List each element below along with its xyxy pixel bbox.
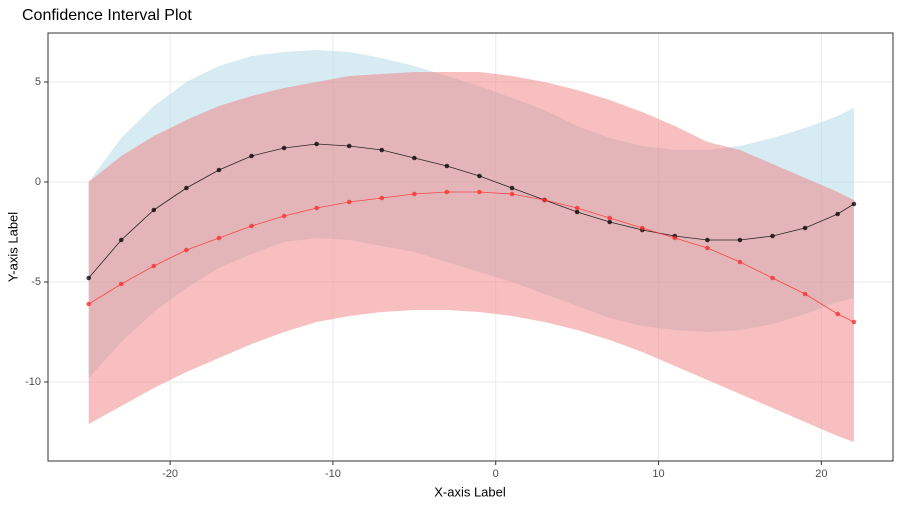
point — [379, 195, 385, 201]
x-tick-label: -20 — [162, 468, 178, 480]
y-tick-label: -10 — [25, 376, 41, 388]
confidence-band — [88, 72, 854, 442]
point — [509, 185, 515, 191]
point — [851, 201, 857, 207]
x-axis-label: X-axis Label — [434, 484, 506, 499]
point — [444, 189, 450, 195]
point — [802, 225, 808, 231]
point — [607, 215, 613, 221]
point — [672, 235, 678, 241]
point — [477, 173, 482, 179]
y-tick-label: 5 — [35, 76, 41, 88]
point — [574, 205, 580, 211]
x-tick-label: 0 — [493, 468, 499, 480]
point — [607, 219, 613, 225]
point — [851, 319, 857, 325]
point — [151, 207, 157, 213]
y-tick-label: 0 — [35, 176, 41, 188]
point — [379, 147, 385, 153]
point — [346, 143, 352, 149]
point — [705, 245, 710, 251]
point — [835, 311, 840, 317]
point — [477, 189, 482, 195]
plot-border — [47, 32, 894, 462]
point — [86, 275, 92, 281]
point — [281, 213, 287, 219]
point — [184, 247, 189, 253]
point — [314, 205, 319, 211]
x-tick-label: 10 — [652, 468, 664, 480]
point — [86, 301, 92, 307]
point — [249, 223, 254, 229]
point — [346, 199, 352, 205]
point — [802, 291, 808, 297]
x-tick-label: 20 — [815, 468, 827, 480]
point — [151, 263, 157, 269]
point — [118, 281, 124, 287]
point — [639, 225, 645, 231]
point — [542, 197, 547, 203]
point — [509, 191, 515, 197]
point — [281, 145, 287, 151]
point — [216, 167, 222, 173]
point — [216, 235, 222, 241]
point — [737, 259, 743, 265]
point — [770, 275, 775, 281]
point — [705, 237, 710, 243]
point — [574, 209, 580, 215]
point — [412, 191, 417, 197]
chart-title: Confidence Interval Plot — [22, 7, 192, 24]
y-tick-label: -5 — [31, 276, 41, 288]
point — [835, 211, 840, 217]
point — [444, 163, 450, 169]
x-tick-label: -10 — [325, 468, 341, 480]
point — [118, 237, 124, 243]
point — [770, 233, 775, 239]
point — [314, 141, 319, 147]
point — [737, 237, 743, 243]
point — [184, 185, 189, 191]
y-axis-label: Y-axis Label — [5, 212, 20, 282]
point — [412, 155, 417, 161]
point — [249, 153, 254, 159]
